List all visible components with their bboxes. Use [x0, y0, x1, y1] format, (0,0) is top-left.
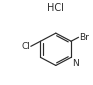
Text: HCl: HCl — [47, 3, 64, 13]
Text: N: N — [72, 59, 79, 68]
Text: Br: Br — [79, 33, 89, 42]
Text: Cl: Cl — [21, 42, 30, 51]
